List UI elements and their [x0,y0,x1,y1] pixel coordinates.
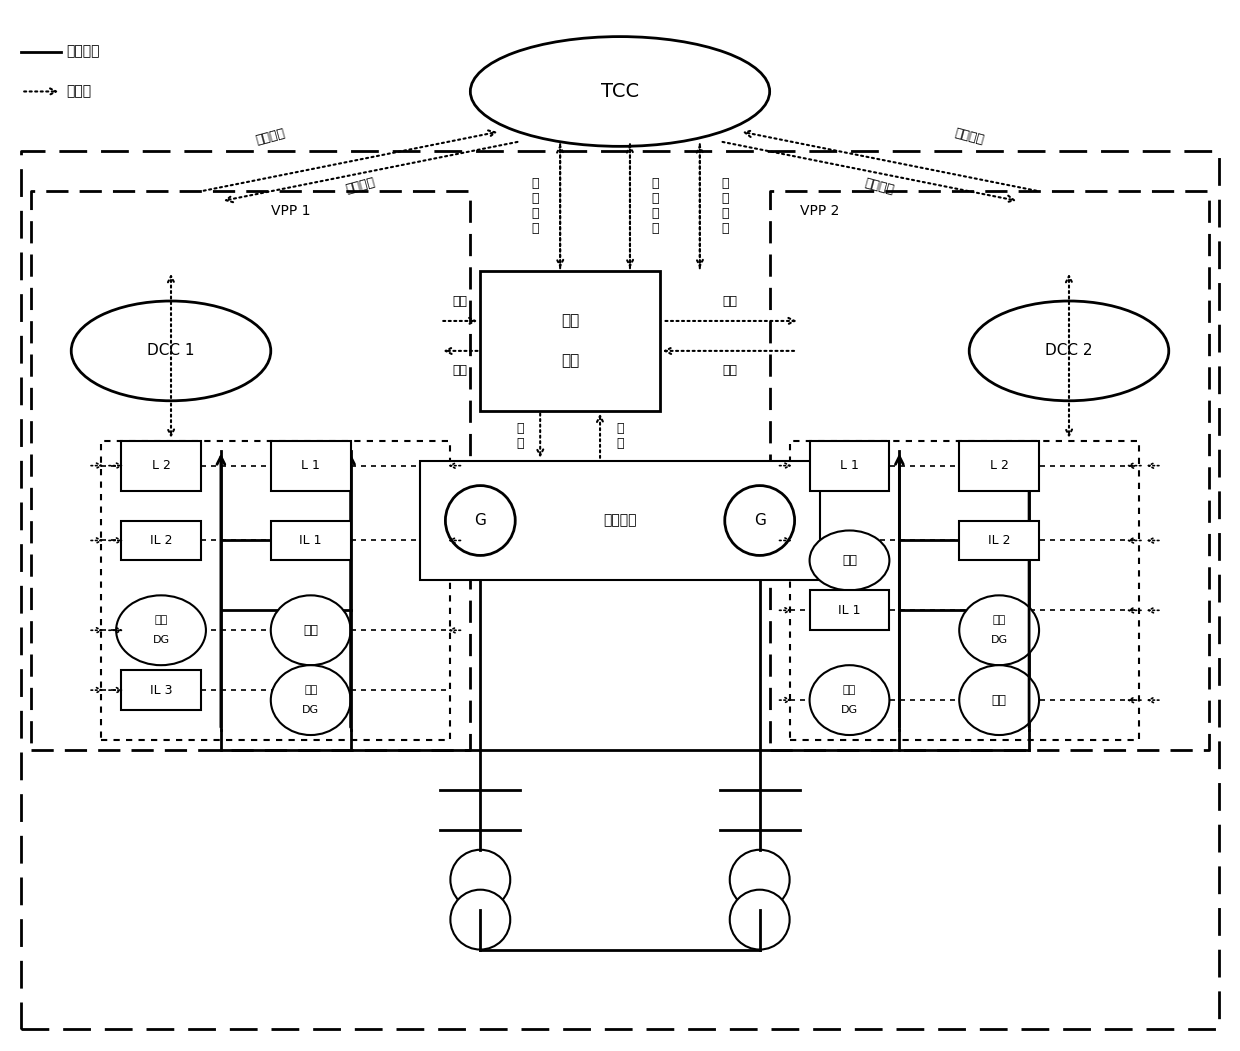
Text: 授权: 授权 [722,365,738,377]
Ellipse shape [970,301,1169,400]
Text: IL 2: IL 2 [988,534,1011,547]
Ellipse shape [730,890,790,949]
Text: IL 2: IL 2 [150,534,172,547]
Ellipse shape [445,486,516,555]
Bar [270,520,351,560]
Text: 技
术
确
认: 技 术 确 认 [532,178,539,235]
Text: 光伏: 光伏 [842,554,857,566]
Text: 运行特性: 运行特性 [954,126,986,146]
Ellipse shape [810,531,889,591]
Text: 可控: 可控 [992,615,1006,625]
Ellipse shape [470,37,770,146]
Bar [810,440,889,491]
Text: IL 1: IL 1 [299,534,322,547]
Bar [122,520,201,560]
Bar [960,520,1039,560]
Ellipse shape [117,595,206,665]
Text: 调
整
方
案: 调 整 方 案 [720,178,729,235]
Text: TCC: TCC [601,82,639,101]
Ellipse shape [724,486,795,555]
Text: 风机: 风机 [992,694,1007,706]
Ellipse shape [960,595,1039,665]
Bar [122,440,201,491]
Text: L 1: L 1 [839,459,859,472]
Text: 授
权: 授 权 [616,421,624,450]
Text: 市场: 市场 [560,353,579,368]
Text: 运
行
特
性: 运 行 特 性 [651,178,658,235]
Text: DCC 2: DCC 2 [1045,344,1092,358]
Text: DCC 1: DCC 1 [148,344,195,358]
Bar [420,460,820,580]
Bar [810,591,889,631]
Text: G: G [475,513,486,528]
Text: IL 1: IL 1 [838,604,861,617]
Text: 传统电厂: 传统电厂 [603,514,637,528]
Ellipse shape [270,595,351,665]
Ellipse shape [450,890,510,949]
Text: 可控: 可控 [843,685,856,695]
Ellipse shape [450,850,510,909]
Text: 物理连接: 物理连接 [66,44,99,59]
Text: 竞标: 竞标 [453,294,467,308]
Text: 可控: 可控 [304,685,317,695]
Text: DG: DG [303,705,319,715]
Bar [122,671,201,710]
Ellipse shape [71,301,270,400]
Bar [960,440,1039,491]
Text: 竞
标: 竞 标 [517,421,525,450]
Text: DG: DG [841,705,858,715]
Text: VPP 1: VPP 1 [272,204,310,219]
Text: G: G [754,513,765,528]
Text: IL 3: IL 3 [150,683,172,697]
Ellipse shape [810,665,889,735]
Text: 电力: 电力 [560,313,579,329]
Text: 风机: 风机 [304,623,319,637]
Bar [480,271,660,411]
Text: L 2: L 2 [990,459,1008,472]
Ellipse shape [270,665,351,735]
Text: DG: DG [153,635,170,645]
Text: 可控: 可控 [155,615,167,625]
Text: 调整方案: 调整方案 [345,177,377,197]
Text: VPP 2: VPP 2 [800,204,839,219]
Text: DG: DG [991,635,1008,645]
Ellipse shape [730,850,790,909]
Text: L 2: L 2 [151,459,170,472]
Text: 竞标: 竞标 [722,294,738,308]
Bar [270,440,351,491]
Text: 信息流: 信息流 [66,84,92,99]
Text: 授权: 授权 [453,365,467,377]
Ellipse shape [960,665,1039,735]
Text: L 1: L 1 [301,459,320,472]
Text: 调整方案: 调整方案 [863,177,895,197]
Text: 运行特性: 运行特性 [254,126,286,146]
